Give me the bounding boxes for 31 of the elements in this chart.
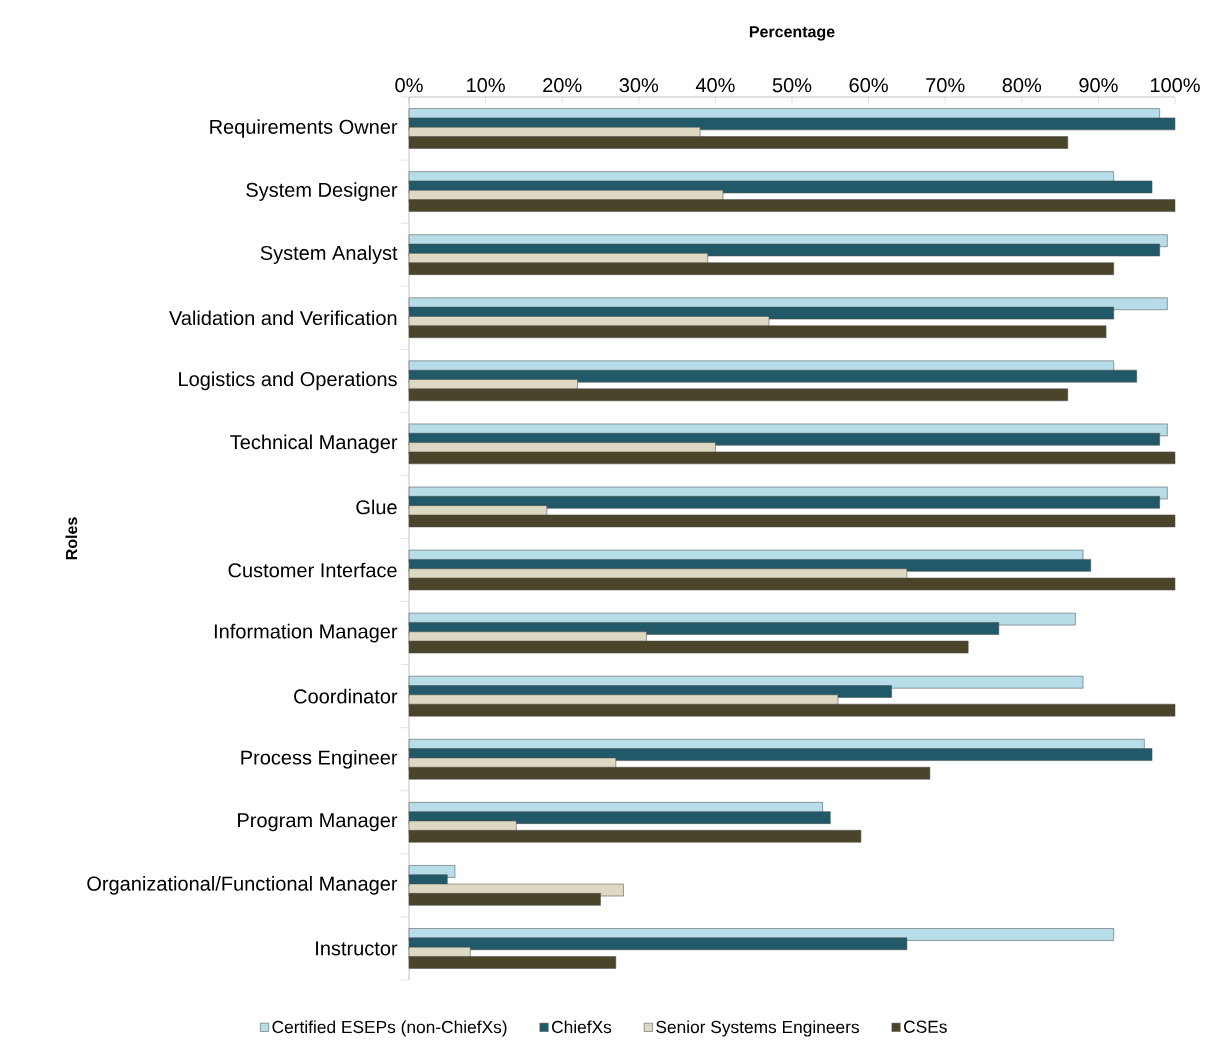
x-tick-label: 90% — [1079, 78, 1118, 93]
x-axis-title: Percentage — [749, 26, 835, 41]
y-tick-label: Logistics and Operations — [179, 371, 397, 391]
y-tick-label: Process Engineer — [241, 749, 398, 769]
y-tick-label: Program Manager — [238, 813, 398, 832]
y-tick-label: Coordinator — [294, 688, 398, 704]
legend-label: Senior Systems Engineers — [656, 1020, 859, 1037]
y-tick-label: Customer Interface — [228, 562, 397, 578]
y-tick-label: Requirements Owner — [210, 119, 398, 138]
x-tick-label: 20% — [543, 78, 582, 93]
y-tick-label: Information Manager — [214, 623, 398, 643]
y-axis-title: Roles — [65, 517, 78, 560]
x-tick-label: 60% — [849, 78, 888, 93]
legend-label: CSEs — [904, 1020, 947, 1033]
x-tick-label: 50% — [772, 78, 812, 93]
y-tick-label: Glue — [356, 499, 397, 515]
y-tick-label: Technical Manager — [230, 434, 398, 454]
legend-label: ChiefXs — [552, 1020, 612, 1034]
x-tick-label: 80% — [1002, 78, 1042, 93]
x-tick-label: 10% — [467, 78, 505, 93]
x-tick-label: 0% — [395, 78, 423, 93]
legend-label: Certified ESEPs (non-ChiefXs) — [272, 1020, 507, 1037]
x-tick-label: 30% — [619, 78, 659, 93]
y-tick-label: Instructor — [316, 941, 398, 956]
y-tick-label: Validation and Verification — [169, 310, 397, 326]
y-tick-label: System Analyst — [260, 245, 398, 264]
y-tick-label: System Designer — [246, 182, 398, 201]
x-tick-label: 70% — [926, 78, 965, 93]
y-tick-label: Organizational/Functional Manager — [87, 876, 398, 895]
x-tick-label: 40% — [695, 78, 735, 93]
x-tick-label: 100% — [1150, 78, 1200, 93]
